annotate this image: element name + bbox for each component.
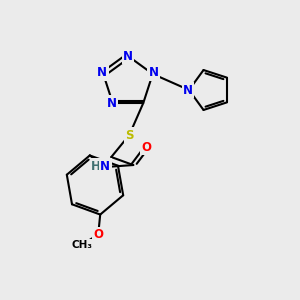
Text: S: S	[125, 128, 134, 142]
Text: O: O	[141, 140, 151, 154]
Text: CH₃: CH₃	[72, 239, 93, 250]
Text: N: N	[107, 97, 117, 110]
Text: N: N	[149, 67, 159, 80]
Text: N: N	[97, 67, 107, 80]
Text: H: H	[91, 160, 101, 172]
Text: N: N	[123, 50, 133, 62]
Text: N: N	[100, 160, 110, 172]
Text: O: O	[93, 228, 103, 241]
Text: N: N	[183, 83, 193, 97]
